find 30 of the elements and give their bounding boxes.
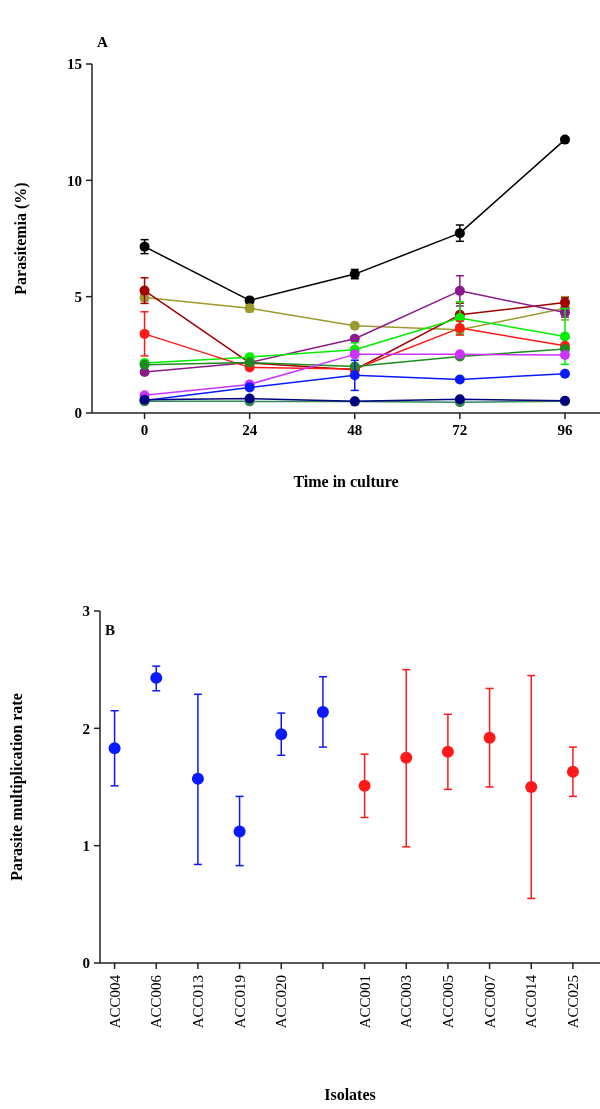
y-axis-title: Parasitemia (%) <box>12 182 30 295</box>
x-tick-label: ACC005 <box>439 975 456 1029</box>
x-tick-label: ACC014 <box>523 974 540 1029</box>
x-tick-label: ACC003 <box>398 975 415 1029</box>
y-tick-label: 0 <box>82 955 90 972</box>
text: B <box>105 622 116 638</box>
x-tick-label: 24 <box>242 422 258 438</box>
x-tick-label: 0 <box>140 422 149 438</box>
x-tick-label: ACC006 <box>148 974 165 1029</box>
y-tick-label: 3 <box>82 603 90 620</box>
x-tick-label: ACC001 <box>356 975 373 1029</box>
x-tick-label: 96 <box>557 422 573 438</box>
y-axis-title: Parasite multiplication rate <box>8 693 26 881</box>
y-tick-label: 15 <box>67 56 82 73</box>
chart-title: A <box>97 34 108 50</box>
x-tick-label: 48 <box>347 422 363 438</box>
y-tick-label: 5 <box>74 288 82 305</box>
y-tick-label: 1 <box>82 837 90 854</box>
x-axis-title: Time in culture <box>293 473 399 490</box>
y-tick-label: 10 <box>67 172 82 189</box>
y-tick-label: 2 <box>82 720 90 737</box>
x-tick-label: ACC025 <box>564 975 581 1029</box>
x-tick-label: 72 <box>452 422 468 438</box>
x-tick-label: ACC007 <box>481 974 498 1029</box>
y-tick-label: 0 <box>74 405 82 422</box>
x-tick-label: ACC013 <box>189 975 206 1029</box>
x-tick-label: ACC004 <box>106 974 123 1029</box>
x-axis-title: Isolates <box>324 1086 376 1103</box>
x-tick-label: ACC020 <box>273 975 290 1029</box>
x-tick-label: ACC019 <box>231 975 248 1029</box>
